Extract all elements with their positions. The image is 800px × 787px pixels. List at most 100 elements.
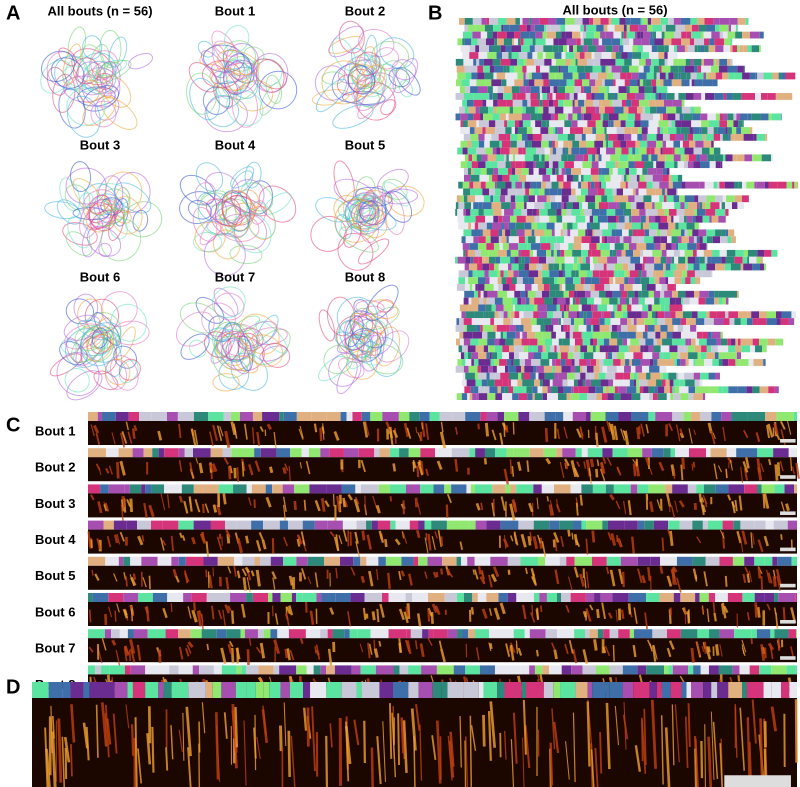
syllable-cell <box>735 345 742 353</box>
syllable-cell <box>576 311 580 319</box>
spectrogram-trace <box>605 702 611 770</box>
label-strip <box>622 682 634 698</box>
spectrogram-trace <box>392 429 399 438</box>
syllable-cell <box>646 147 651 155</box>
spectrogram-trace <box>189 498 191 504</box>
syllable-cell <box>492 93 498 100</box>
syllable-cell <box>469 243 478 250</box>
spectrogram-trace <box>105 704 110 758</box>
syllable-cell <box>534 229 544 237</box>
syllable-cell <box>735 338 738 346</box>
spectrogram-trace <box>757 539 764 553</box>
syllable-cell <box>571 215 576 223</box>
panel-title: Bout 4 <box>215 137 256 152</box>
syllable-cell <box>718 290 729 298</box>
syllable-cell <box>555 120 565 128</box>
syllable-cell <box>700 45 705 53</box>
label-strip <box>486 412 498 421</box>
syllable-cell <box>494 338 500 346</box>
syllable-cell <box>565 297 570 305</box>
label-strip <box>280 593 292 602</box>
spectrogram-trace <box>282 496 287 512</box>
syllable-cell <box>542 93 548 100</box>
spectrogram-trace <box>248 464 254 476</box>
syllable-cell <box>496 324 507 332</box>
syllable-cell <box>574 99 579 107</box>
syllable-cell <box>628 229 633 237</box>
syllable-cell <box>586 311 593 319</box>
syllable-cell <box>743 249 748 257</box>
syllable-cell <box>460 127 470 134</box>
syllable-cell <box>580 209 584 216</box>
syllable-cell <box>594 297 602 305</box>
syllable-cell <box>549 93 553 100</box>
syllable-cell <box>512 393 519 400</box>
syllable-cell <box>558 65 561 73</box>
syllable-cell <box>681 79 690 87</box>
syllable-cell <box>522 147 526 155</box>
spectrogram-trace <box>406 603 411 620</box>
syllable-cell <box>661 284 668 291</box>
spectrogram-trace <box>106 718 112 745</box>
label-strip <box>477 593 487 602</box>
syllable-cell <box>585 72 590 80</box>
label-strip <box>433 629 448 639</box>
syllable-cell <box>579 147 588 155</box>
syllable-cell <box>608 345 617 353</box>
syllable-cell <box>727 236 732 244</box>
label-strip <box>644 520 654 530</box>
label-strip <box>776 412 794 421</box>
syllable-cell <box>609 249 613 257</box>
syllable-cell <box>763 72 773 80</box>
syllable-cell <box>710 202 720 209</box>
syllable-cell <box>529 345 533 353</box>
syllable-cell <box>706 338 717 346</box>
label-strip <box>277 629 289 639</box>
syllable-cell <box>715 229 722 237</box>
syllable-cell <box>673 18 681 25</box>
syllable-cell <box>674 284 676 291</box>
syllable-cell <box>578 386 589 394</box>
label-strip <box>687 484 697 494</box>
syllable-cell <box>536 209 540 216</box>
syllable-cell <box>638 24 648 32</box>
spectrogram-trace <box>773 423 779 435</box>
syllable-cell <box>470 133 479 141</box>
label-strip <box>151 484 165 494</box>
syllable-cell <box>587 120 596 128</box>
syllable-cell <box>645 79 652 87</box>
syllable-cell <box>628 393 632 400</box>
syllable-cell <box>747 113 752 121</box>
label-strip <box>791 556 797 566</box>
syllable-cell <box>627 154 634 162</box>
syllable-cell <box>659 181 669 189</box>
syllable-cell <box>667 113 676 121</box>
syllable-cell <box>720 133 723 141</box>
syllable-cell <box>706 243 708 250</box>
spectrogram-trace <box>666 575 673 587</box>
syllable-cell <box>558 168 562 175</box>
syllable-cell <box>651 45 658 53</box>
spectrogram-trace <box>130 648 136 663</box>
syllable-cell <box>476 147 486 155</box>
spectrogram-trace <box>431 735 437 761</box>
syllable-cell <box>673 215 680 223</box>
syllable-cell <box>482 202 492 209</box>
syllable-cell <box>623 209 632 216</box>
spectrogram-trace <box>288 465 291 481</box>
syllable-cell <box>654 263 664 271</box>
label-strip <box>520 556 538 566</box>
syllable-cell <box>706 236 713 244</box>
syllable-cell <box>656 379 662 387</box>
spectrogram-trace <box>438 640 443 650</box>
syllable-cell <box>486 297 495 305</box>
syllable-cell <box>460 352 465 360</box>
syllable-cell <box>467 249 475 257</box>
syllable-cell <box>780 318 789 325</box>
syllable-cell <box>726 249 736 257</box>
syllable-cell <box>629 168 637 175</box>
syllable-cell <box>631 72 639 80</box>
spectrogram-trace <box>430 611 434 624</box>
label-strip <box>389 448 400 458</box>
syllable-cell <box>537 113 543 121</box>
